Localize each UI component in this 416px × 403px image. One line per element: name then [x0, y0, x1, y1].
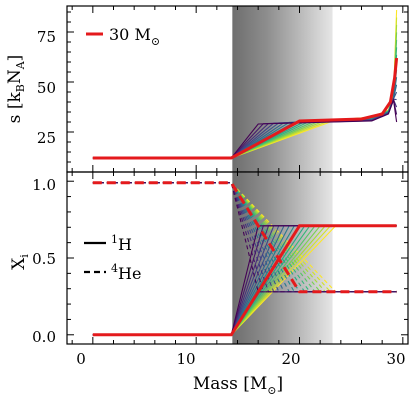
mass-xtick-label: 0 [76, 350, 86, 368]
mass-xtick-label: 10 [176, 350, 195, 368]
entropy-ytick-label: 50 [37, 79, 56, 97]
entropy-axis-label: s [kBNA] [5, 55, 27, 124]
legend-hydrogen-label: 1H [111, 233, 132, 254]
abundance-ytick-label: 0.5 [32, 250, 56, 268]
abundance-panel: 0.0 0.5 1.0 0 10 20 30 Xi Mass [M⊙] 1H 4… [9, 171, 409, 397]
mass-xtick-label: 20 [281, 350, 300, 368]
legend-30msun-label: 30 M⊙ [109, 25, 160, 48]
abundance-ytick-label: 1.0 [32, 176, 56, 194]
entropy-30msun-line [92, 57, 399, 160]
helium-30msun-line [92, 181, 397, 294]
legend-helium-label: 4He [111, 262, 141, 283]
abundance-ticks [67, 172, 408, 344]
abundance-axis-label: Xi [9, 254, 31, 270]
entropy-panel: 25 50 75 s [kBNA] 30 M⊙ [5, 5, 409, 173]
hydrogen-30msun-line [92, 224, 397, 337]
entropy-ticks [67, 6, 408, 172]
mass-xtick-label: 30 [386, 350, 405, 368]
mass-axis-label: Mass [M⊙] [193, 374, 283, 397]
entropy-ytick-label: 75 [37, 28, 56, 46]
abundance-ytick-label: 0.0 [32, 328, 56, 346]
entropy-ytick-label: 25 [37, 129, 56, 147]
